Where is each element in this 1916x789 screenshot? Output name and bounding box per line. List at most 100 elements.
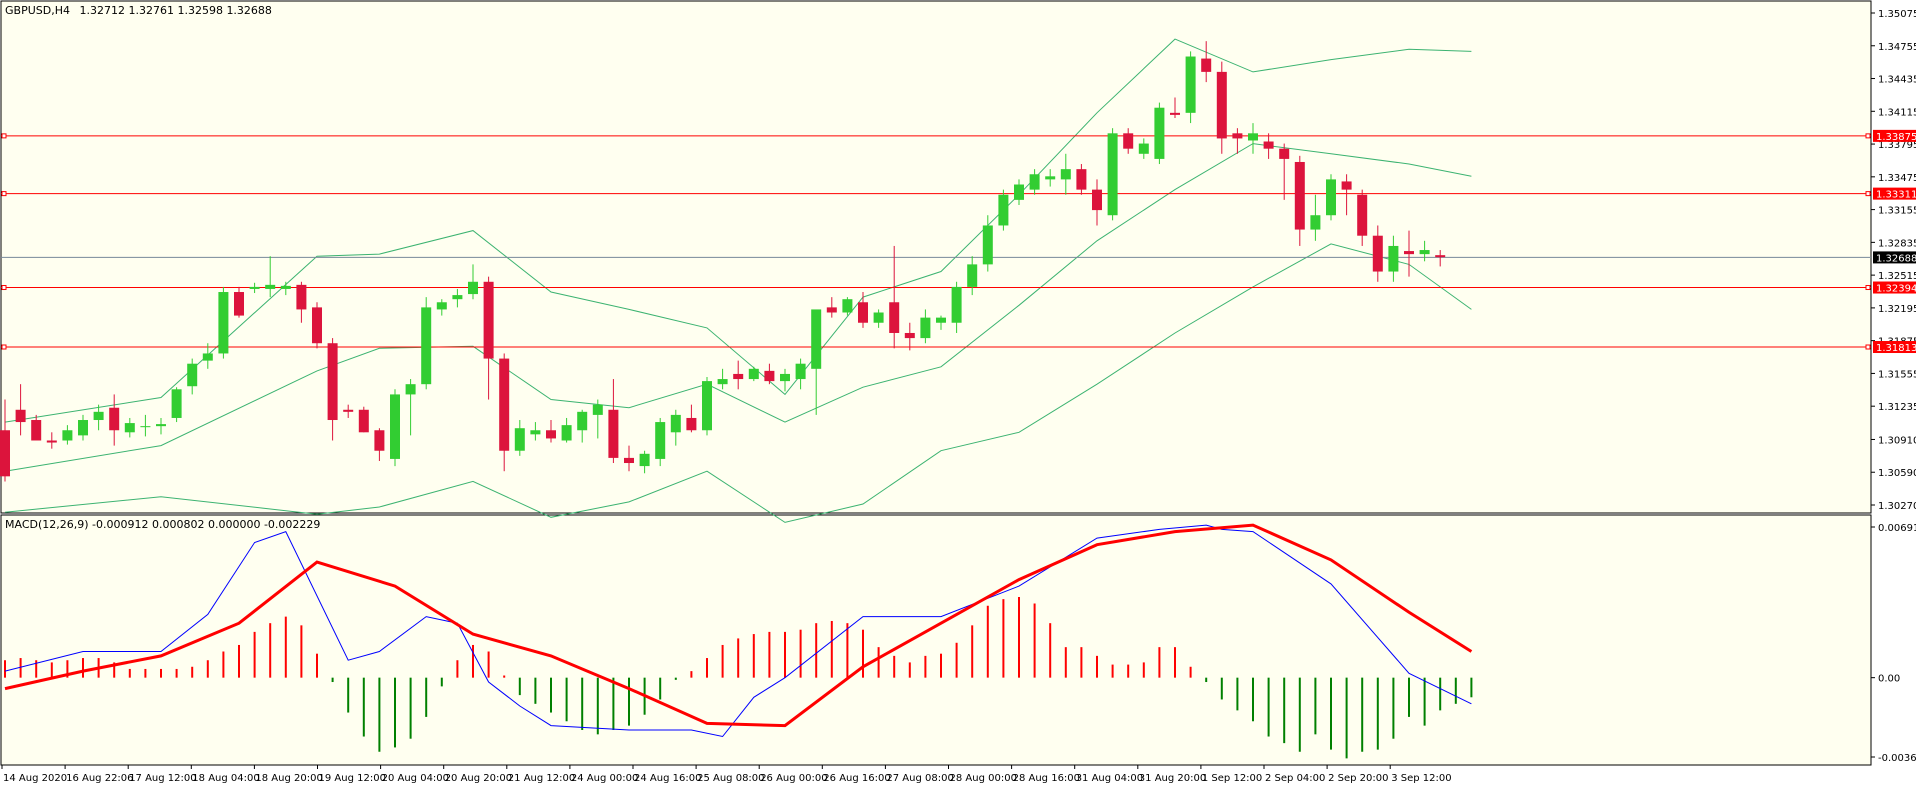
bear-candle-body	[1372, 235, 1383, 272]
price-tick-label: 1.33155	[1878, 206, 1916, 217]
bull-candle-body	[1185, 56, 1196, 113]
bull-candle-body	[748, 368, 759, 380]
time-tick-label: 14 Aug 2020	[3, 773, 67, 784]
bull-candle-body	[218, 292, 229, 354]
bull-candle-body	[655, 422, 666, 459]
bull-candle-body	[124, 423, 135, 433]
bear-candle-body	[1404, 251, 1414, 255]
bear-candle-body	[234, 292, 244, 316]
bull-candle-body	[187, 363, 198, 387]
bear-candle-body	[374, 430, 385, 451]
horizontal-levels[interactable]	[1, 133, 1871, 350]
price-tick-label: 1.30590	[1878, 468, 1916, 479]
level-price-tag	[1873, 187, 1916, 200]
bull-candle-body	[717, 379, 728, 385]
bear-candle-body	[1341, 181, 1352, 190]
price-tick-label: 1.32195	[1878, 304, 1916, 315]
level-price-tag	[1873, 341, 1916, 354]
bull-candle-body	[452, 295, 463, 300]
time-tick-label: 3 Sep 12:00	[1391, 773, 1451, 784]
bull-candle-body	[577, 411, 588, 431]
bull-candle-body	[639, 453, 650, 467]
price-tick-label: 1.33795	[1878, 140, 1916, 151]
bull-candle-body	[405, 384, 416, 395]
bull-candle-body	[670, 414, 681, 433]
bear-candle-body	[608, 409, 619, 458]
level-handle-left[interactable]	[1, 285, 7, 291]
time-tick-label: 27 Aug 08:00	[886, 773, 953, 784]
bull-candle-body	[1138, 143, 1149, 154]
bull-candle-body	[1326, 179, 1336, 216]
level-handle-right[interactable]	[1865, 191, 1871, 197]
bull-candle-body	[93, 411, 104, 421]
level-price-tag-label: 1.33875	[1876, 132, 1916, 143]
bull-candle-body	[1014, 184, 1024, 200]
macd-plot-area[interactable]	[0, 514, 1872, 766]
time-tick-label: 1 Sep 12:00	[1202, 773, 1262, 784]
bull-candle-body	[1388, 245, 1399, 272]
level-handle-right[interactable]	[1865, 285, 1871, 291]
bear-candle-body	[31, 420, 42, 441]
bear-candle-body	[1357, 194, 1368, 236]
level-handle-right[interactable]	[1865, 344, 1871, 350]
bull-candle-body	[530, 430, 541, 435]
level-handle-right[interactable]	[1865, 133, 1871, 139]
bull-candle-body	[967, 264, 978, 287]
bollinger-lower-line	[4, 243, 1472, 523]
bull-candle-body	[436, 302, 447, 310]
bear-candle-body	[1076, 169, 1087, 190]
bear-candle-body	[1092, 189, 1102, 211]
time-tick-label: 25 Aug 08:00	[697, 773, 764, 784]
price-tick-label: 1.34435	[1878, 75, 1916, 86]
bear-candle-body	[686, 417, 697, 431]
time-tick-label: 18 Aug 20:00	[255, 773, 322, 784]
bull-candle-body	[998, 194, 1009, 226]
level-price-tag	[1873, 281, 1916, 294]
bear-candle-body	[46, 440, 57, 443]
bear-candle-body	[733, 373, 744, 380]
bear-candle-body	[1232, 133, 1243, 139]
bear-candle-body	[312, 307, 322, 344]
bull-candle-body	[811, 309, 822, 369]
bull-candle-body	[171, 389, 182, 418]
symbol-name: GBPUSD,H4	[5, 4, 70, 17]
bull-candle-body	[780, 373, 790, 382]
macd-tick-label: -0.003639	[1878, 753, 1916, 764]
bull-candle-body	[265, 284, 276, 289]
bear-candle-body	[483, 281, 494, 359]
bull-candle-body	[390, 394, 400, 459]
level-price-tag-label: 1.32394	[1876, 284, 1916, 295]
price-tick-label: 1.34115	[1878, 107, 1916, 118]
time-tick-label: 2 Sep 04:00	[1265, 773, 1325, 784]
bear-candle-body	[109, 407, 120, 431]
time-tick-label: 17 Aug 12:00	[129, 773, 196, 784]
bull-candle-body	[842, 299, 853, 313]
bear-candle-body	[1170, 112, 1180, 115]
price-tick-label: 1.31555	[1878, 369, 1916, 380]
bull-candle-body	[920, 317, 931, 339]
bear-candle-body	[327, 343, 338, 421]
time-tick-label: 31 Aug 04:00	[1076, 773, 1143, 784]
time-tick-label: 20 Aug 20:00	[445, 773, 512, 784]
bull-candle-body	[202, 353, 213, 361]
price-tick-label: 1.32515	[1878, 271, 1916, 282]
bull-candle-body	[62, 430, 73, 441]
bull-candle-body	[982, 225, 993, 265]
macd-tick-label: 0.006911	[1878, 523, 1916, 534]
level-price-tag-label: 1.31813	[1876, 343, 1916, 354]
time-tick-label: 18 Aug 04:00	[192, 773, 259, 784]
bull-candle-body	[951, 286, 962, 323]
level-handle-left[interactable]	[1, 344, 7, 350]
time-tick-label: 28 Aug 00:00	[950, 773, 1017, 784]
level-handle-left[interactable]	[1, 133, 7, 139]
bull-candle-body	[1419, 250, 1430, 255]
macd-tick-label: 0.00	[1878, 674, 1900, 685]
time-tick-label: 16 Aug 22:06	[66, 773, 133, 784]
bull-candle-body	[795, 363, 806, 380]
bear-candle-body	[1263, 141, 1274, 149]
bull-candle-body	[1045, 176, 1056, 180]
price-tick-label: 1.34755	[1878, 42, 1916, 53]
time-tick-label: 28 Aug 16:00	[1013, 773, 1080, 784]
level-handle-left[interactable]	[1, 191, 7, 197]
